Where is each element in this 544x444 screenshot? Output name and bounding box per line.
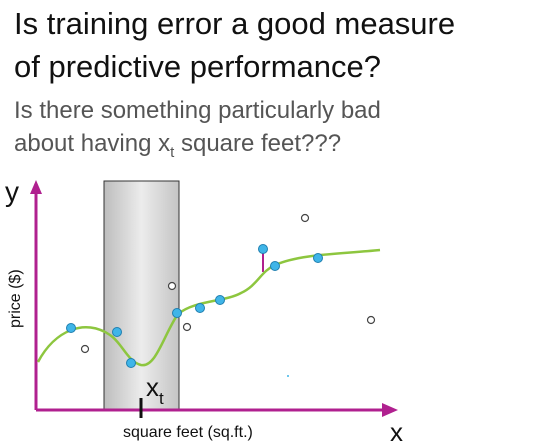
slide-title: Is training error a good measure of pred…	[14, 2, 542, 88]
test-point	[80, 344, 90, 354]
xt-label-main: x	[146, 372, 159, 402]
training-point	[258, 244, 268, 254]
subtitle-line-2: about having xt square feet???	[14, 127, 542, 169]
test-point	[167, 281, 177, 291]
training-point	[172, 308, 182, 318]
x-axis-caption: square feet (sq.ft.)	[123, 424, 253, 441]
y-axis-caption: price ($)	[7, 269, 24, 328]
y-axis-label: y	[5, 176, 19, 207]
shaded-region	[103, 180, 180, 411]
test-point	[300, 213, 310, 223]
subtitle-subscript: t	[170, 143, 175, 161]
training-point	[313, 253, 323, 263]
training-point	[195, 303, 205, 313]
slide-subtitle: Is there something particularly bad abou…	[14, 94, 542, 169]
title-line-2: of predictive performance?	[14, 49, 382, 84]
test-points	[80, 213, 376, 354]
test-point	[366, 315, 376, 325]
xt-label: xt	[146, 372, 164, 408]
training-point	[66, 323, 76, 333]
title-line-1: Is training error a good measure	[14, 6, 456, 41]
fitted-curve	[36, 248, 381, 367]
training-points	[66, 244, 323, 368]
y-axis-arrowhead	[30, 180, 42, 194]
x-axis-label: x	[390, 417, 403, 444]
xt-label-sub: t	[159, 389, 164, 408]
training-point	[126, 358, 136, 368]
subtitle-line-1: Is there something particularly bad	[14, 97, 381, 124]
subtitle-suffix: square feet???	[174, 130, 342, 157]
subtitle-prefix: about having x	[14, 130, 171, 157]
training-point	[215, 295, 225, 305]
stray-dot	[287, 375, 289, 377]
training-point	[270, 261, 280, 271]
x-axis-arrowhead	[382, 403, 398, 417]
training-point	[112, 327, 122, 337]
test-point	[182, 322, 192, 332]
